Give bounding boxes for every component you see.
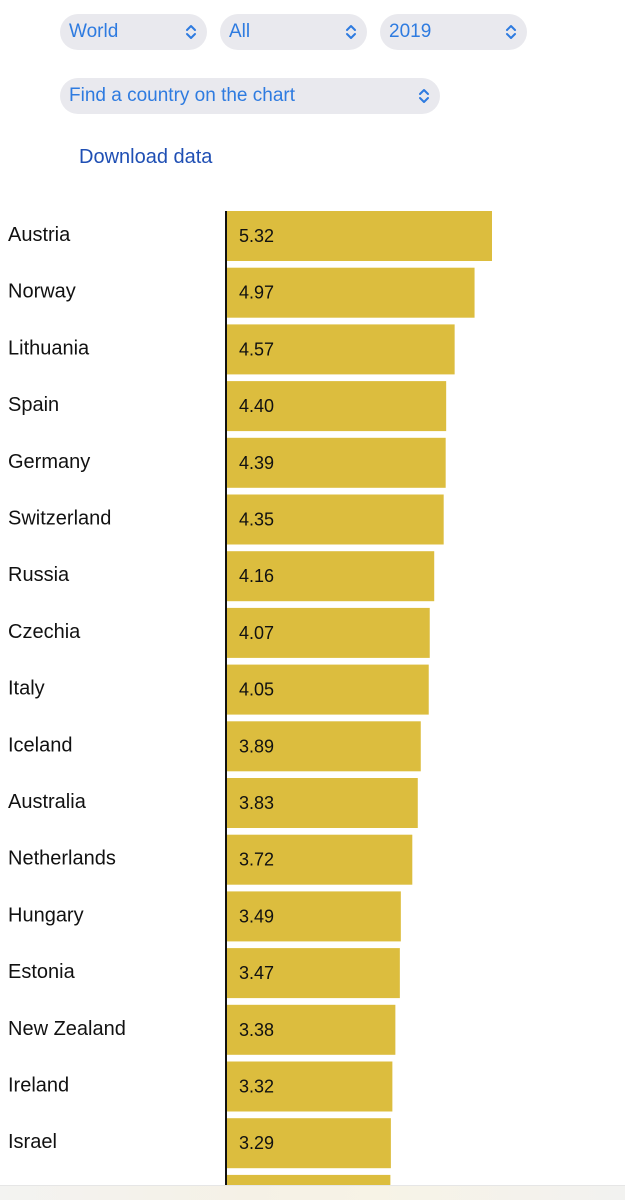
bar-ireland[interactable] xyxy=(227,1061,393,1112)
bar-czechia[interactable] xyxy=(227,607,430,658)
value-label: 4.57 xyxy=(239,339,274,359)
category-label: Netherlands xyxy=(8,848,116,870)
value-label: 4.40 xyxy=(239,396,274,416)
bar-australia[interactable] xyxy=(227,778,418,828)
value-label: 3.38 xyxy=(239,1020,274,1040)
value-label: 4.16 xyxy=(239,566,274,586)
category-label: Czechia xyxy=(8,621,81,643)
value-label: 3.83 xyxy=(239,793,274,813)
value-label: 4.97 xyxy=(239,283,274,303)
category-label: New Zealand xyxy=(8,1018,126,1040)
category-label: Australia xyxy=(8,791,87,813)
category-label: Norway xyxy=(8,281,76,303)
year-select[interactable]: 2019 xyxy=(380,14,527,50)
bar-iceland[interactable] xyxy=(227,721,421,772)
category-label: Italy xyxy=(8,678,45,700)
chevron-up-down-icon xyxy=(186,25,196,39)
value-label: 4.05 xyxy=(239,680,274,700)
chevron-up-down-icon xyxy=(419,89,429,103)
category-label: Hungary xyxy=(8,904,84,926)
value-label: 4.35 xyxy=(239,510,274,530)
bar-switzerland[interactable] xyxy=(227,494,444,545)
bar-germany[interactable] xyxy=(227,437,446,488)
category-label: Austria xyxy=(8,224,71,246)
category-label: Estonia xyxy=(8,961,76,983)
bar-new-zealand[interactable] xyxy=(227,1004,396,1055)
country-search-placeholder: Find a country on the chart xyxy=(69,85,296,106)
country-search-select[interactable]: Find a country on the chart xyxy=(60,78,440,114)
category-label: Ireland xyxy=(8,1075,69,1097)
bar-estonia[interactable] xyxy=(227,948,400,999)
value-label: 3.72 xyxy=(239,850,274,870)
bar-russia[interactable] xyxy=(227,551,435,602)
category-label: Iceland xyxy=(8,734,73,756)
chevron-up-down-icon xyxy=(346,25,356,39)
bar-lithuania[interactable] xyxy=(227,324,455,375)
category-label: Spain xyxy=(8,394,59,416)
value-label: 3.89 xyxy=(239,736,274,756)
value-label: 3.49 xyxy=(239,906,274,926)
category-label: Switzerland xyxy=(8,508,111,530)
bar-partial-next[interactable] xyxy=(227,1174,391,1185)
value-label: 4.39 xyxy=(239,453,274,473)
category-label: Germany xyxy=(8,451,90,473)
bar-chart: Austria 5.32 Norway 4.97 Lithuania 4.57 Spain 4… xyxy=(8,211,492,1185)
value-label: 3.47 xyxy=(239,963,274,983)
value-label: 4.07 xyxy=(239,623,274,643)
subset-select-value: All xyxy=(229,21,251,42)
bar-austria[interactable] xyxy=(227,211,492,261)
bar-norway[interactable] xyxy=(227,267,475,318)
category-label: Russia xyxy=(8,564,70,586)
bar-italy[interactable] xyxy=(227,664,429,715)
bar-spain[interactable] xyxy=(227,381,447,432)
chevron-up-down-icon xyxy=(506,25,516,39)
bar-hungary[interactable] xyxy=(227,891,401,942)
bar-israel[interactable] xyxy=(227,1118,391,1169)
download-data-link[interactable]: Download data xyxy=(79,146,213,168)
subset-select[interactable]: All xyxy=(220,14,367,50)
year-select-value: 2019 xyxy=(389,21,432,42)
category-label: Lithuania xyxy=(8,337,90,359)
bottom-edge xyxy=(0,1185,625,1200)
value-label: 5.32 xyxy=(239,226,274,246)
region-select[interactable]: World xyxy=(60,14,207,50)
region-select-value: World xyxy=(69,21,119,42)
category-label: Israel xyxy=(8,1131,57,1153)
bar-netherlands[interactable] xyxy=(227,834,413,885)
value-label: 3.32 xyxy=(239,1077,274,1097)
value-label: 3.29 xyxy=(239,1133,274,1153)
